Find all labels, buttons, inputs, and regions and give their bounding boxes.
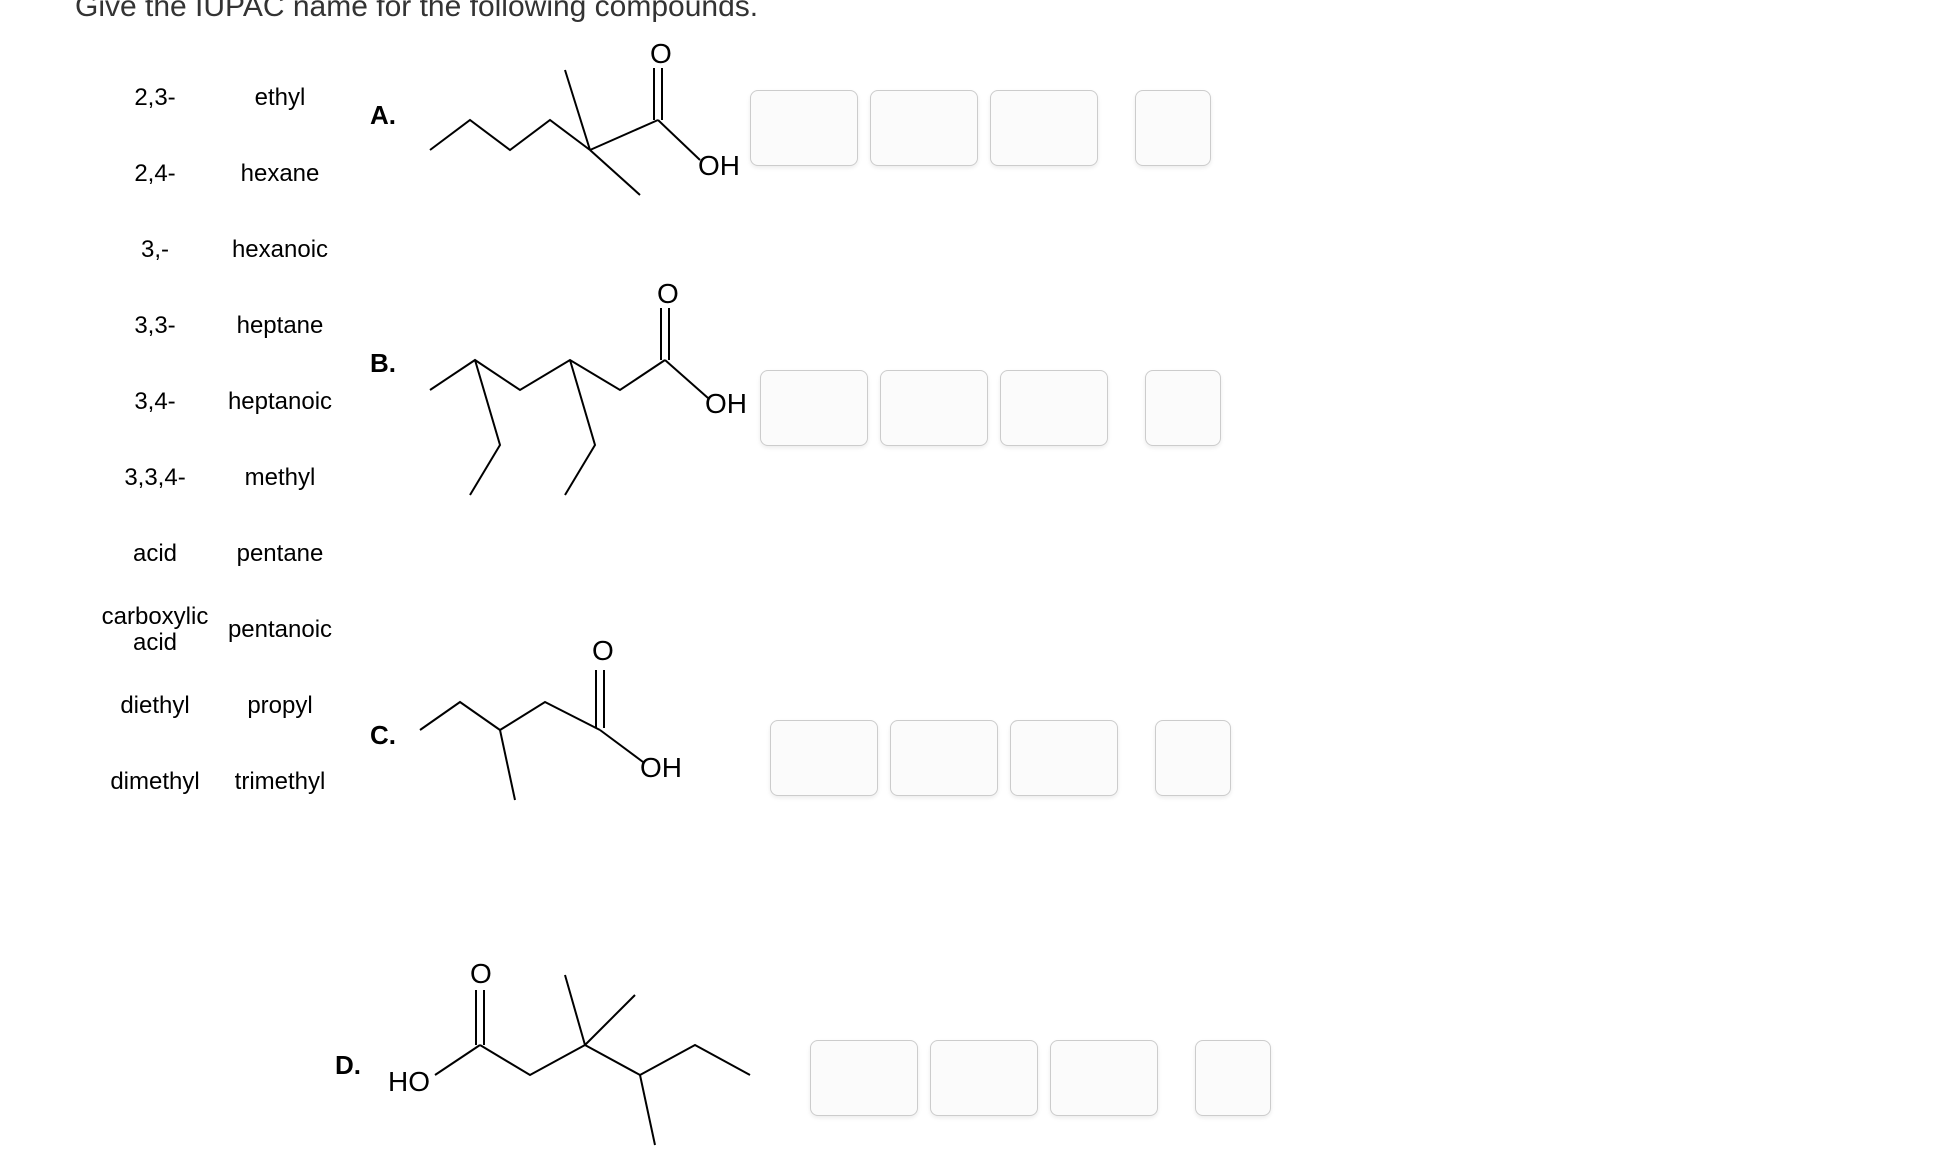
- oxygen-label: O: [470, 958, 492, 990]
- structure-d: [380, 960, 820, 1160]
- word-locant[interactable]: 3,3-: [100, 312, 210, 340]
- word-row: carboxylic acid pentanoic: [100, 592, 350, 668]
- word-locant[interactable]: 3,-: [100, 236, 210, 264]
- answer-slot[interactable]: [890, 720, 998, 796]
- word-substituent[interactable]: trimethyl: [210, 768, 350, 796]
- compound-label-c: C.: [370, 720, 396, 751]
- answer-slot[interactable]: [870, 90, 978, 166]
- structure-a: [410, 40, 740, 210]
- word-locant[interactable]: acid: [100, 540, 210, 568]
- oxygen-label: O: [650, 38, 672, 70]
- answer-slot[interactable]: [760, 370, 868, 446]
- answer-slot[interactable]: [990, 90, 1098, 166]
- answer-slots-c: [770, 720, 1118, 796]
- oxygen-label: O: [592, 635, 614, 667]
- hydroxyl-label: OH: [705, 388, 747, 420]
- answer-slot[interactable]: [810, 1040, 918, 1116]
- answer-slot[interactable]: [1000, 370, 1108, 446]
- word-row: 2,3- ethyl: [100, 60, 350, 136]
- word-row: 3,3- heptane: [100, 288, 350, 364]
- compound-label-a: A.: [370, 100, 396, 131]
- word-substituent[interactable]: hexane: [210, 160, 350, 188]
- compound-label-b: B.: [370, 348, 396, 379]
- word-locant[interactable]: diethyl: [100, 692, 210, 720]
- word-row: diethyl propyl: [100, 668, 350, 744]
- word-row: 3,3,4- methyl: [100, 440, 350, 516]
- answer-slot[interactable]: [1155, 720, 1231, 796]
- question-title: Give the IUPAC name for the following co…: [75, 0, 758, 24]
- answer-slots-b: [760, 370, 1108, 446]
- answer-slot[interactable]: [1145, 370, 1221, 446]
- word-substituent[interactable]: ethyl: [210, 84, 350, 112]
- answer-slot[interactable]: [770, 720, 878, 796]
- word-locant[interactable]: 2,3-: [100, 84, 210, 112]
- hydroxyl-label: HO: [388, 1066, 430, 1098]
- answer-slot[interactable]: [1195, 1040, 1271, 1116]
- word-locant[interactable]: 3,4-: [100, 388, 210, 416]
- word-locant[interactable]: dimethyl: [100, 768, 210, 796]
- word-substituent[interactable]: hexanoic: [210, 236, 350, 264]
- answer-slot[interactable]: [750, 90, 858, 166]
- word-row: 3,- hexanoic: [100, 212, 350, 288]
- word-row: dimethyl trimethyl: [100, 744, 350, 820]
- compound-label-d: D.: [335, 1050, 361, 1081]
- word-substituent[interactable]: propyl: [210, 692, 350, 720]
- word-substituent[interactable]: heptanoic: [210, 388, 350, 416]
- word-row: acid pentane: [100, 516, 350, 592]
- word-locant[interactable]: 2,4-: [100, 160, 210, 188]
- word-locant[interactable]: 3,3,4-: [100, 464, 210, 492]
- hydroxyl-label: OH: [698, 150, 740, 182]
- structure-c-final: [405, 630, 705, 840]
- answer-slot[interactable]: [1010, 720, 1118, 796]
- word-row: 2,4- hexane: [100, 136, 350, 212]
- answer-slot[interactable]: [880, 370, 988, 446]
- word-substituent[interactable]: pentane: [210, 540, 350, 568]
- word-locant[interactable]: carboxylic acid: [100, 604, 210, 657]
- oxygen-label: O: [657, 278, 679, 310]
- word-bank: 2,3- ethyl 2,4- hexane 3,- hexanoic 3,3-…: [100, 60, 350, 820]
- answer-slots-a: [750, 90, 1098, 166]
- hydroxyl-label: OH: [640, 752, 682, 784]
- word-substituent[interactable]: heptane: [210, 312, 350, 340]
- word-substituent[interactable]: pentanoic: [210, 616, 350, 644]
- answer-slot[interactable]: [1135, 90, 1211, 166]
- word-row: 3,4- heptanoic: [100, 364, 350, 440]
- word-substituent[interactable]: methyl: [210, 464, 350, 492]
- answer-slot[interactable]: [1050, 1040, 1158, 1116]
- answer-slot[interactable]: [930, 1040, 1038, 1116]
- answer-slots-d: [810, 1040, 1158, 1116]
- structure-b: [410, 280, 740, 510]
